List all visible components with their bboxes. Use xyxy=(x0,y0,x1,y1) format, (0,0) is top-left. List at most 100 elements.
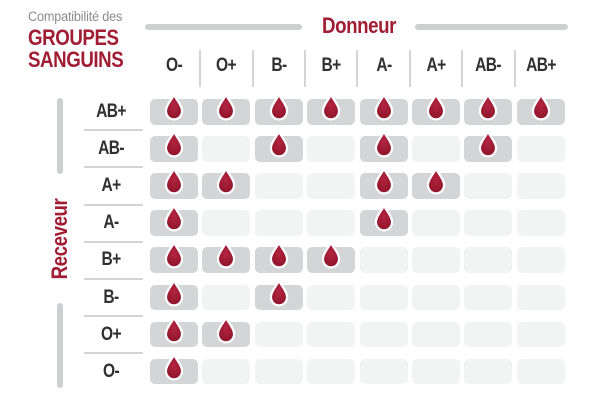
cell-O--B- xyxy=(254,358,303,385)
title-line2: SANGUINS xyxy=(28,47,124,72)
cell-B+-A+ xyxy=(412,247,460,273)
cell-O--A+ xyxy=(412,358,460,385)
title-line1: GROUPES xyxy=(28,25,119,50)
receiver-row-header-A-: A- xyxy=(103,212,119,234)
blood-drop-icon xyxy=(164,353,184,381)
cell-O--O+ xyxy=(202,358,251,385)
column-divider xyxy=(408,50,411,87)
receiver-axis-line-bottom xyxy=(57,303,63,388)
cell-B--O- xyxy=(150,279,198,310)
blood-drop-icon xyxy=(531,93,550,121)
cell-O+-O- xyxy=(150,316,198,348)
cell-O+-AB- xyxy=(464,321,513,348)
cell-AB--A- xyxy=(359,130,408,162)
cell-A--A+ xyxy=(412,210,460,236)
cell-B+-A- xyxy=(359,247,408,273)
blood-drop-icon xyxy=(374,130,393,158)
cell-AB+-AB- xyxy=(464,93,513,125)
cell-B+-O- xyxy=(150,242,198,273)
cell-A--AB+ xyxy=(516,210,565,236)
receiver-row-header-AB-: AB- xyxy=(98,138,124,160)
blood-drop-icon xyxy=(269,130,288,158)
cell-A+-B+ xyxy=(307,173,356,199)
blood-drop-icon xyxy=(164,279,184,306)
blood-drop-icon xyxy=(374,205,393,232)
donor-column-header-O-: O- xyxy=(165,55,183,76)
cell-B--AB+ xyxy=(516,284,565,310)
cell-O--AB+ xyxy=(516,358,565,385)
receiver-row-header-O+: O+ xyxy=(101,323,122,345)
blood-drop-icon xyxy=(322,242,341,269)
cell-B--AB- xyxy=(464,284,513,310)
cell-AB--AB+ xyxy=(516,136,565,162)
cell-A+-O+ xyxy=(202,167,251,199)
cell-O+-A- xyxy=(359,321,408,348)
receiver-axis-line-top xyxy=(57,98,63,174)
receiver-axis-label: Receveur xyxy=(47,198,72,280)
cell-AB--B+ xyxy=(307,136,356,162)
receiver-row-header-B-: B- xyxy=(103,286,119,308)
cell-O+-B+ xyxy=(307,321,356,348)
blood-drop-icon xyxy=(164,205,184,232)
row-divider xyxy=(84,129,143,132)
blood-drop-icon xyxy=(269,242,288,269)
cell-O+-O+ xyxy=(202,316,251,348)
blood-drop-icon xyxy=(164,130,184,158)
column-divider xyxy=(304,50,306,87)
column-divider xyxy=(461,50,464,87)
donor-column-header-B-: B- xyxy=(271,55,287,76)
cell-AB--B- xyxy=(254,130,303,162)
column-divider xyxy=(513,50,516,87)
cell-AB--AB- xyxy=(464,130,513,162)
cell-A+-AB- xyxy=(464,173,513,199)
cell-AB+-O+ xyxy=(202,93,251,125)
row-divider xyxy=(84,203,143,206)
cell-AB+-A+ xyxy=(412,93,460,125)
cell-A+-A+ xyxy=(412,167,460,199)
blood-drop-icon xyxy=(426,93,446,121)
cell-A+-AB+ xyxy=(516,173,565,199)
blood-drop-icon xyxy=(374,93,393,121)
blood-drop-icon xyxy=(217,242,236,269)
cell-B--B- xyxy=(254,279,303,310)
blood-drop-icon xyxy=(479,93,498,121)
column-divider xyxy=(356,50,359,87)
donor-axis-line-right xyxy=(415,24,568,30)
row-divider xyxy=(84,351,143,354)
blood-drop-icon xyxy=(164,242,184,269)
cell-O--AB- xyxy=(464,358,513,385)
cell-AB--O+ xyxy=(202,136,251,162)
cell-A--A- xyxy=(359,205,408,236)
cell-A--AB- xyxy=(464,210,513,236)
column-divider xyxy=(251,50,254,87)
cell-B--A- xyxy=(359,284,408,310)
cell-B+-O+ xyxy=(202,242,251,273)
cell-AB--A+ xyxy=(412,136,460,162)
cell-O--A- xyxy=(359,358,408,385)
blood-drop-icon xyxy=(322,93,341,121)
blood-drop-icon xyxy=(374,167,393,195)
cell-B+-B- xyxy=(254,242,303,273)
blood-drop-icon xyxy=(217,316,236,344)
cell-A+-A- xyxy=(359,167,408,199)
cell-AB+-B- xyxy=(254,93,303,125)
cell-A+-O- xyxy=(150,167,198,199)
donor-column-header-O+: O+ xyxy=(216,55,237,76)
blood-drop-icon xyxy=(164,316,184,344)
column-divider xyxy=(199,50,202,87)
blood-drop-icon xyxy=(164,167,184,195)
title-eyebrow: Compatibilité des xyxy=(28,9,123,24)
cell-O--B+ xyxy=(307,358,356,385)
cell-B--A+ xyxy=(412,284,460,310)
donor-axis-label: Donneur xyxy=(322,13,396,38)
donor-column-header-A-: A- xyxy=(376,55,392,76)
cell-AB--O- xyxy=(150,130,198,162)
cell-A+-B- xyxy=(254,173,303,199)
blood-drop-icon xyxy=(269,279,288,306)
blood-drop-icon xyxy=(217,93,236,121)
blood-drop-icon xyxy=(479,130,498,158)
cell-AB+-O- xyxy=(150,93,198,125)
cell-A--B- xyxy=(254,210,303,236)
cell-B--B+ xyxy=(307,284,356,310)
